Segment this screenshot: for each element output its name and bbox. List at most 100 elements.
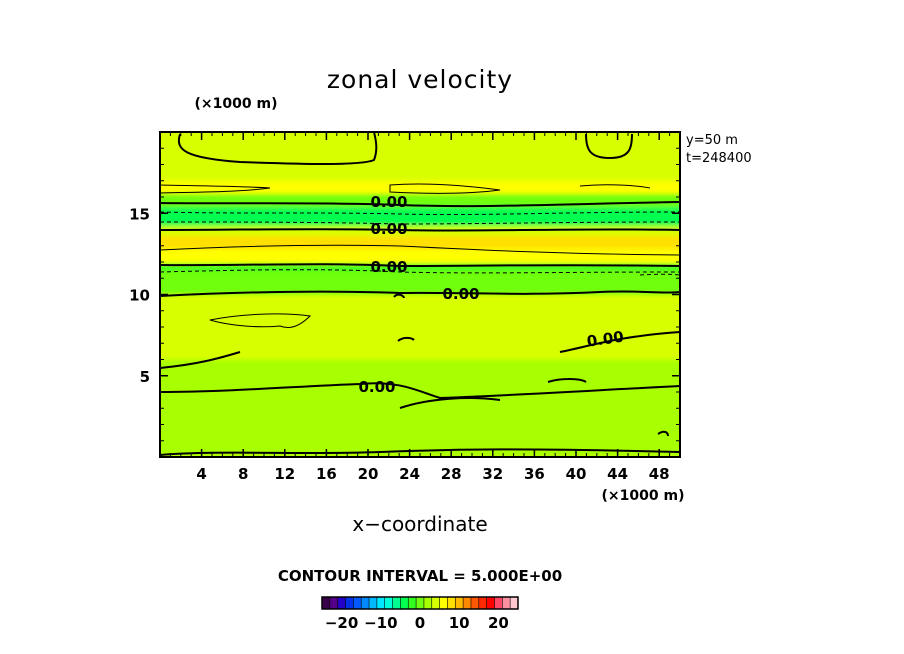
contour-line xyxy=(160,351,241,369)
colorbar-frame xyxy=(321,596,519,610)
contour-line xyxy=(160,187,271,194)
colorbar-swatch xyxy=(455,597,464,609)
colorbar-swatch xyxy=(353,597,362,609)
x-tick-label: 48 xyxy=(649,465,670,483)
colorbar-swatch xyxy=(502,597,511,609)
colorbar-swatch xyxy=(329,597,338,609)
colorbar-swatch xyxy=(376,597,386,609)
contour-line xyxy=(160,290,680,297)
contour-line xyxy=(639,273,680,276)
contour-line xyxy=(160,244,680,256)
y-axis: 5 10 15 xyxy=(129,205,680,386)
field-band xyxy=(160,180,680,194)
colorbar-swatch xyxy=(361,597,370,609)
field-band xyxy=(160,206,680,227)
contour-line xyxy=(389,183,501,194)
x-axis-label: x−coordinate xyxy=(352,512,487,536)
colorbar-swatch xyxy=(463,597,472,609)
colorbar-tick-label: −10 xyxy=(364,614,397,632)
contour-label: 0.00 xyxy=(370,220,407,238)
contour-lines xyxy=(160,132,680,456)
colorbar xyxy=(322,597,519,609)
contour-labels: 0.00 0.00 0.00 0.00 0.00 0.00 xyxy=(358,193,624,396)
colorbar-swatch xyxy=(423,597,433,609)
contour-line xyxy=(585,133,633,160)
y-tick-label: 15 xyxy=(129,205,150,223)
colorbar-swatch xyxy=(369,597,378,609)
colorbar-swatch xyxy=(400,597,409,609)
x-tick-label: 44 xyxy=(607,465,628,483)
x-tick-label: 36 xyxy=(524,465,545,483)
field-band xyxy=(160,359,680,409)
contour-line xyxy=(160,263,680,268)
y-unit-label: (×1000 m) xyxy=(195,96,278,112)
colorbar-tick-label: 0 xyxy=(415,614,425,632)
colorbar-ticks: −20 −10 0 10 20 xyxy=(325,614,509,632)
contour-line xyxy=(399,397,501,409)
colorbar-swatch xyxy=(416,597,425,609)
annotation-t: t=248400 xyxy=(686,151,752,166)
colorbar-swatch xyxy=(494,597,503,609)
x-tick-label: 4 xyxy=(196,465,206,483)
contour-label: 0.00 xyxy=(370,193,407,211)
contour-line xyxy=(209,313,312,329)
x-tick-label: 32 xyxy=(482,465,503,483)
field-band xyxy=(160,270,680,295)
colorbar-swatch xyxy=(478,597,487,609)
contour-line xyxy=(579,184,651,189)
contour-interval-text: CONTOUR INTERVAL = 5.000E+00 xyxy=(278,567,562,585)
contour-line xyxy=(559,331,680,353)
colorbar-tick-label: 20 xyxy=(488,614,509,632)
colorbar-tick-label: −20 xyxy=(325,614,358,632)
x-tick-label: 8 xyxy=(238,465,248,483)
contour-line xyxy=(657,430,669,437)
colorbar-swatch xyxy=(384,597,393,609)
x-tick-label: 20 xyxy=(358,465,379,483)
contour-label: 0.00 xyxy=(358,378,395,396)
x-tick-label: 40 xyxy=(566,465,587,483)
colorbar-swatch xyxy=(408,597,417,609)
colorbar-swatch xyxy=(486,597,495,609)
contour-line xyxy=(397,336,415,342)
field-band xyxy=(160,249,680,264)
colorbar-swatch xyxy=(337,597,346,609)
field-band xyxy=(160,132,680,181)
colorbar-swatch xyxy=(431,597,440,609)
contour-label: 0.00 xyxy=(586,328,625,351)
contour-line xyxy=(393,293,405,299)
x-tick-label: 16 xyxy=(316,465,337,483)
colorbar-swatch xyxy=(345,597,354,609)
chart-title: zonal velocity xyxy=(327,65,513,94)
annotation-y: y=50 m xyxy=(686,133,738,148)
x-tick-label: 28 xyxy=(441,465,462,483)
contour-line xyxy=(160,448,680,456)
minor-ticks xyxy=(160,132,680,457)
contour-line xyxy=(160,382,680,400)
colorbar-swatch xyxy=(439,597,448,609)
x-unit-label: (×1000 m) xyxy=(602,488,685,504)
colorbar-swatch xyxy=(447,597,456,609)
velocity-field xyxy=(160,132,680,457)
y-tick-label: 5 xyxy=(140,368,150,386)
colorbar-swatch xyxy=(322,597,331,609)
y-tick-label: 10 xyxy=(129,287,150,305)
contour-line xyxy=(547,378,587,383)
colorbar-swatch xyxy=(510,597,519,609)
field-band xyxy=(160,408,680,457)
contour-label: 0.00 xyxy=(370,258,407,276)
contour-line xyxy=(160,228,680,232)
field-band xyxy=(160,294,680,360)
x-tick-label: 24 xyxy=(399,465,420,483)
contour-label: 0.00 xyxy=(442,285,479,303)
colorbar-tick-label: 10 xyxy=(449,614,470,632)
colorbar-swatch xyxy=(392,597,401,609)
contour-line xyxy=(177,132,378,165)
contour-line xyxy=(160,221,680,225)
contour-line xyxy=(160,269,680,274)
plot-area: 0.00 0.00 0.00 0.00 0.00 0.00 xyxy=(160,132,680,457)
colorbar-swatch xyxy=(470,597,480,609)
contour-line xyxy=(160,201,680,208)
x-tick-label: 12 xyxy=(274,465,295,483)
x-axis: 4 8 12 16 20 24 28 32 36 40 44 48 xyxy=(196,132,670,483)
